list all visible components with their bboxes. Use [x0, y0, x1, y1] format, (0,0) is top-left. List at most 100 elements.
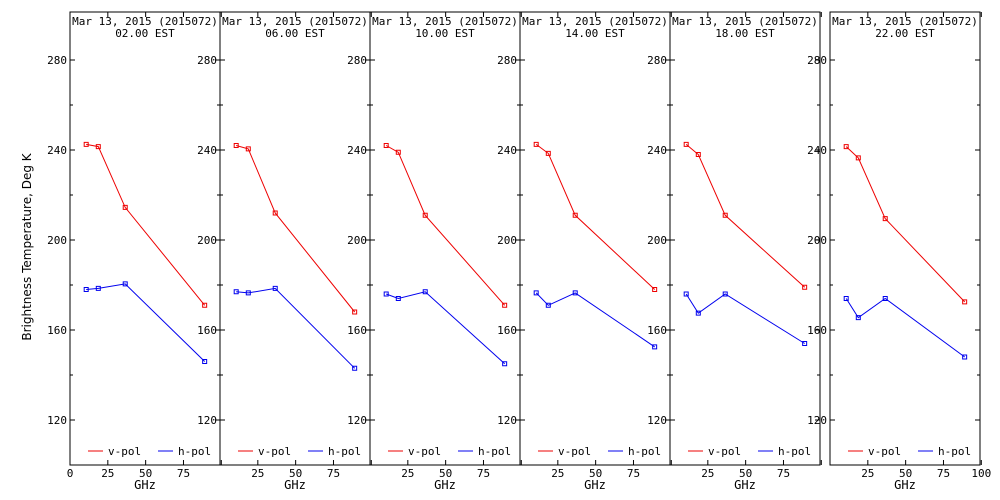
data-point-h-pol [422, 289, 428, 295]
panel-title: Mar 13, 2015 (2015072) [72, 15, 218, 28]
y-tick-label: 160 [807, 324, 827, 337]
y-tick-label: 120 [647, 414, 667, 427]
data-point-h-pol [802, 341, 808, 346]
x-tick-label: 50 [289, 467, 302, 480]
data-point-v-pol [502, 302, 508, 308]
series-line-h-pol [845, 297, 965, 358]
legend-label-v-pol: v-pol [558, 445, 591, 458]
data-point-h-pol [395, 296, 401, 301]
data-point-h-pol [855, 315, 861, 321]
legend-label-v-pol: v-pol [408, 445, 441, 458]
data-point-v-pol [695, 152, 701, 157]
panel-subtitle: 10.00 EST [415, 27, 475, 40]
data-point-h-pol [502, 361, 508, 367]
x-tick-label: 25 [251, 467, 264, 480]
data-point-h-pol [843, 296, 849, 301]
x-axis-label: GHz [434, 478, 456, 492]
data-point-v-pol [383, 143, 389, 148]
y-tick-label: 240 [647, 144, 667, 157]
data-point-v-pol [882, 216, 888, 222]
data-point-h-pol [695, 310, 701, 316]
y-tick-label: 280 [47, 54, 67, 67]
legend-label-v-pol: v-pol [868, 445, 901, 458]
y-tick-label: 200 [197, 234, 217, 247]
y-tick-label: 160 [197, 324, 217, 337]
x-tick-label: 75 [477, 467, 490, 480]
y-tick-label: 280 [347, 54, 367, 67]
y-tick-label: 240 [807, 144, 827, 157]
x-tick-label: 25 [401, 467, 414, 480]
data-point-h-pol [882, 296, 888, 301]
panel-title: Mar 13, 2015 (2015072) [372, 15, 518, 28]
y-tick-label: 280 [807, 54, 827, 67]
series-line-v-pol [685, 144, 806, 288]
data-point-h-pol [83, 287, 89, 292]
x-tick-label: 25 [701, 467, 714, 480]
data-point-v-pol [855, 155, 861, 161]
panel-title: Mar 13, 2015 (2015072) [832, 15, 978, 28]
data-point-v-pol [802, 284, 808, 290]
series-line-h-pol [685, 293, 805, 344]
data-point-h-pol [533, 290, 539, 296]
series-line-h-pol [236, 287, 356, 369]
y-axis-label: Brightness Temperature, Deg K [20, 152, 34, 340]
legend-label-h-pol: h-pol [328, 445, 361, 458]
y-tick-label: 200 [647, 234, 667, 247]
series-line-h-pol [386, 291, 506, 365]
series-line-h-pol [86, 283, 206, 362]
data-point-h-pol [202, 359, 208, 364]
data-point-h-pol [272, 285, 278, 291]
panel-subtitle: 06.00 EST [265, 27, 325, 40]
data-point-v-pol [245, 146, 251, 152]
y-tick-label: 240 [197, 144, 217, 157]
data-point-v-pol [843, 144, 849, 150]
y-tick-label: 120 [497, 414, 517, 427]
y-tick-label: 200 [47, 234, 67, 247]
series-line-v-pol [845, 146, 966, 303]
y-tick-label: 120 [47, 414, 67, 427]
panel-frame [829, 11, 981, 466]
chart-panels: Mar 13, 2015 (2015072)02.00 EST120160200… [47, 11, 991, 492]
data-point-h-pol [683, 291, 689, 297]
panel-title: Mar 13, 2015 (2015072) [222, 15, 368, 28]
legend-label-h-pol: h-pol [178, 445, 211, 458]
data-point-v-pol [683, 141, 689, 147]
y-tick-label: 240 [497, 144, 517, 157]
y-tick-label: 160 [497, 324, 517, 337]
legend-label-v-pol: v-pol [258, 445, 291, 458]
data-point-h-pol [962, 354, 968, 360]
series-line-v-pol [535, 143, 656, 290]
y-tick-label: 160 [647, 324, 667, 337]
data-point-v-pol [422, 212, 428, 218]
x-tick-label: 75 [627, 467, 640, 480]
series-line-v-pol [236, 145, 356, 313]
x-tick-label: 25 [861, 467, 874, 480]
panel-subtitle: 02.00 EST [115, 27, 175, 40]
data-point-h-pol [95, 285, 101, 291]
y-tick-label: 240 [47, 144, 67, 157]
x-axis-label: GHz [284, 478, 306, 492]
data-point-v-pol [545, 150, 551, 156]
data-point-v-pol [722, 212, 728, 218]
x-tick-label: 50 [589, 467, 602, 480]
x-axis-label: GHz [134, 478, 156, 492]
legend-label-h-pol: h-pol [938, 445, 971, 458]
x-tick-label: 50 [739, 467, 752, 480]
data-point-v-pol [352, 309, 358, 315]
data-point-v-pol [395, 149, 401, 155]
y-tick-label: 160 [47, 324, 67, 337]
data-point-v-pol [202, 302, 208, 308]
x-tick-label: 75 [937, 467, 950, 480]
panel-subtitle: 18.00 EST [715, 27, 775, 40]
x-tick-label: 75 [327, 467, 340, 480]
data-point-h-pol [545, 302, 551, 308]
y-tick-label: 160 [347, 324, 367, 337]
legend-label-v-pol: v-pol [108, 445, 141, 458]
y-tick-label: 200 [497, 234, 517, 247]
y-tick-label: 280 [647, 54, 667, 67]
panel-frame [669, 11, 821, 466]
y-tick-label: 200 [807, 234, 827, 247]
data-point-h-pol [572, 290, 578, 296]
panel-subtitle: 22.00 EST [875, 27, 935, 40]
